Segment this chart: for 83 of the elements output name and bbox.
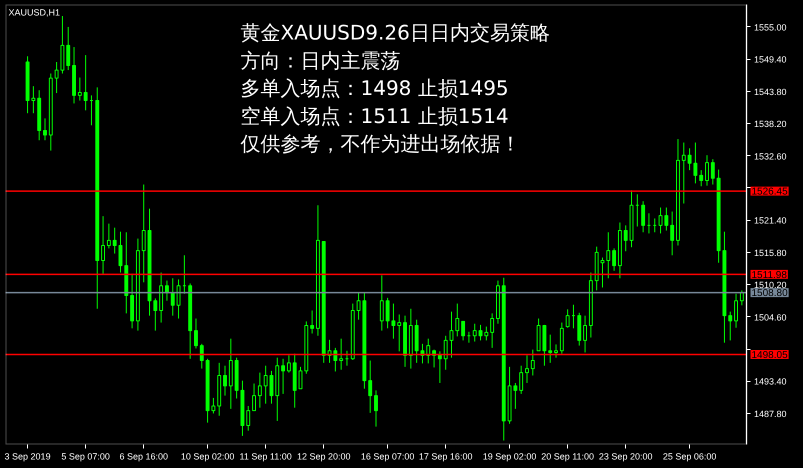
candlestick [699, 170, 704, 187]
ref-line-label: 1508.80 [752, 288, 788, 300]
candlestick [391, 303, 396, 340]
candlestick [368, 360, 372, 414]
ref-line-label: 1526.45 [752, 186, 788, 198]
x-tick-label: 5 Sep 07:00 [61, 452, 110, 462]
y-tick-label: 1538.20 [754, 119, 787, 130]
candlestick [142, 184, 146, 283]
candlestick [252, 383, 256, 412]
x-tick-label: 16 Sep 07:00 [360, 452, 414, 462]
annotation: 仅供参考，不作为进出场依据！ [240, 132, 520, 156]
annotation: 黄金XAUUSD9.26日日内交易策略 [240, 20, 550, 44]
candlestick [66, 26, 70, 71]
x-tick-label: 6 Sep 16:00 [119, 452, 168, 462]
candlestick [54, 62, 59, 94]
candlestick [450, 311, 454, 358]
chart-title: XAUUSD,H1 [8, 8, 60, 18]
candlestick [728, 311, 732, 341]
candlestick [658, 207, 663, 234]
candlestick [472, 323, 477, 342]
candlestick [734, 293, 738, 328]
ref-line-label: 1511.98 [752, 270, 788, 281]
y-tick-label: 1549.40 [754, 54, 787, 65]
candlestick [624, 224, 628, 252]
candlestick [397, 314, 402, 352]
candlestick [118, 231, 122, 274]
x-tick-label: 17 Sep 16:00 [418, 452, 472, 462]
candlestick [688, 148, 692, 171]
candlestick [710, 158, 715, 186]
candlestick [478, 324, 482, 341]
x-tick-label: 25 Sep 06:00 [662, 452, 716, 462]
candlestick [298, 366, 302, 390]
candlestick [194, 318, 198, 349]
candlestick [705, 154, 709, 186]
candlestick [560, 322, 564, 354]
annotation: 多单入场点：1498 止损1495 [240, 76, 509, 100]
candlestick [583, 315, 588, 353]
x-tick-label: 3 Sep 2019 [4, 452, 51, 462]
candlestick [270, 370, 274, 404]
candlestick [525, 354, 529, 384]
candlestick [211, 397, 216, 414]
y-tick-label: 1504.60 [754, 312, 787, 322]
candlestick [43, 118, 47, 141]
candlestick [356, 292, 361, 320]
x-tick-label: 11 Sep 11:00 [240, 452, 292, 462]
candlestick [490, 312, 494, 348]
ref-line-label: 1498.05 [752, 350, 788, 361]
y-tick-label: 1555.00 [754, 22, 787, 32]
candlestick [223, 365, 227, 396]
annotation: 空单入场点：1511 止损1514 [240, 104, 509, 128]
y-tick-label: 1521.40 [754, 216, 787, 226]
y-tick-label: 1532.60 [754, 151, 787, 162]
candlestick [682, 142, 686, 204]
candlestick [664, 207, 668, 232]
candlestick [606, 232, 610, 279]
candlestick [281, 358, 286, 394]
y-tick-label: 1487.80 [754, 408, 787, 419]
annotation: 方向：日内主震荡 [240, 48, 400, 72]
candlestick [246, 405, 250, 432]
x-tick-label: 20 Sep 11:00 [541, 452, 594, 462]
x-tick-label: 10 Sep 02:00 [180, 452, 234, 462]
candlestick [600, 257, 604, 288]
x-tick-label: 23 Sep 20:00 [598, 452, 652, 462]
candlestick [484, 326, 488, 341]
candlestick [101, 216, 106, 274]
candlestick [612, 248, 616, 272]
x-tick-label: 19 Sep 02:00 [482, 452, 536, 462]
candlestick [258, 372, 262, 408]
y-tick-label: 1493.40 [754, 376, 787, 387]
candlestick [566, 308, 570, 328]
candlestick [374, 390, 378, 428]
candlestick [641, 200, 646, 233]
candlestick [693, 142, 698, 184]
candlestick [176, 278, 181, 320]
candlestick [530, 349, 535, 376]
candlestick [670, 211, 674, 256]
y-tick-label: 1515.80 [754, 248, 787, 258]
y-tick-label: 1510.20 [754, 280, 787, 290]
candlestick [264, 365, 268, 404]
candlestick [548, 334, 552, 364]
candlestick [554, 344, 558, 358]
y-tick-label: 1543.80 [754, 86, 787, 97]
x-tick-label: 12 Sep 20:00 [296, 452, 351, 462]
